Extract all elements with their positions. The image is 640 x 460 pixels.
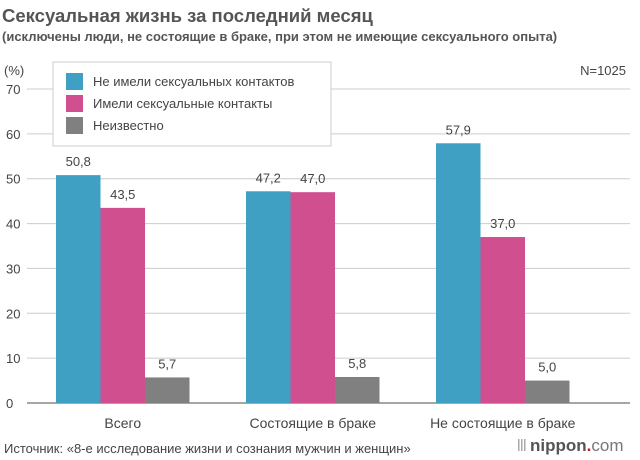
bar	[246, 191, 291, 403]
y-tick-label: 60	[6, 127, 20, 142]
y-tick-label: 0	[6, 396, 13, 411]
source-note: Источник: «8-е исследование жизни и созн…	[4, 441, 411, 456]
data-label: 43,5	[110, 187, 135, 202]
x-tick-label: Не состоящие в браке	[430, 415, 576, 431]
svg-text:nippon.com: nippon.com	[530, 436, 624, 455]
data-label: 47,2	[256, 170, 281, 185]
bar	[436, 143, 481, 403]
x-tick-label: Всего	[104, 415, 141, 431]
data-label: 37,0	[490, 216, 515, 231]
chart-title: Сексуальная жизнь за последний месяц	[2, 5, 373, 26]
bar	[100, 207, 145, 403]
legend-box	[52, 61, 332, 147]
bar	[335, 376, 380, 403]
nippon-logo: nippon.com	[518, 436, 624, 455]
legend: Не имели сексуальных контактов Имели секс…	[52, 61, 332, 147]
y-tick-label: 20	[6, 306, 20, 321]
bar	[480, 237, 525, 403]
data-label: 57,9	[446, 122, 471, 137]
legend-swatch	[66, 117, 83, 134]
y-tick-label: 10	[6, 351, 20, 366]
data-label: 5,0	[538, 360, 556, 375]
y-tick-label: 40	[6, 217, 20, 232]
y-tick-label: 30	[6, 261, 20, 276]
legend-label: Неизвестно	[93, 118, 164, 133]
y-tick-label: 70	[6, 82, 20, 97]
y-axis-label: (%)	[4, 63, 24, 78]
sample-size-note: N=1025	[580, 63, 626, 78]
bar	[56, 175, 101, 403]
legend-swatch	[66, 73, 83, 90]
bar	[525, 380, 570, 403]
legend-swatch	[66, 95, 83, 112]
data-label: 47,0	[300, 171, 325, 186]
data-label: 5,7	[158, 356, 176, 371]
legend-label: Имели сексуальные контакты	[93, 96, 272, 111]
legend-label: Не имели сексуальных контактов	[93, 74, 294, 89]
chart-subtitle: (исключены люди, не состоящие в браке, п…	[2, 29, 557, 44]
y-tick-label: 50	[6, 172, 20, 187]
data-label: 50,8	[66, 154, 91, 169]
x-tick-label: Состоящие в браке	[249, 415, 376, 431]
bar	[290, 192, 335, 403]
bar	[145, 377, 190, 403]
data-label: 5,8	[348, 356, 366, 371]
